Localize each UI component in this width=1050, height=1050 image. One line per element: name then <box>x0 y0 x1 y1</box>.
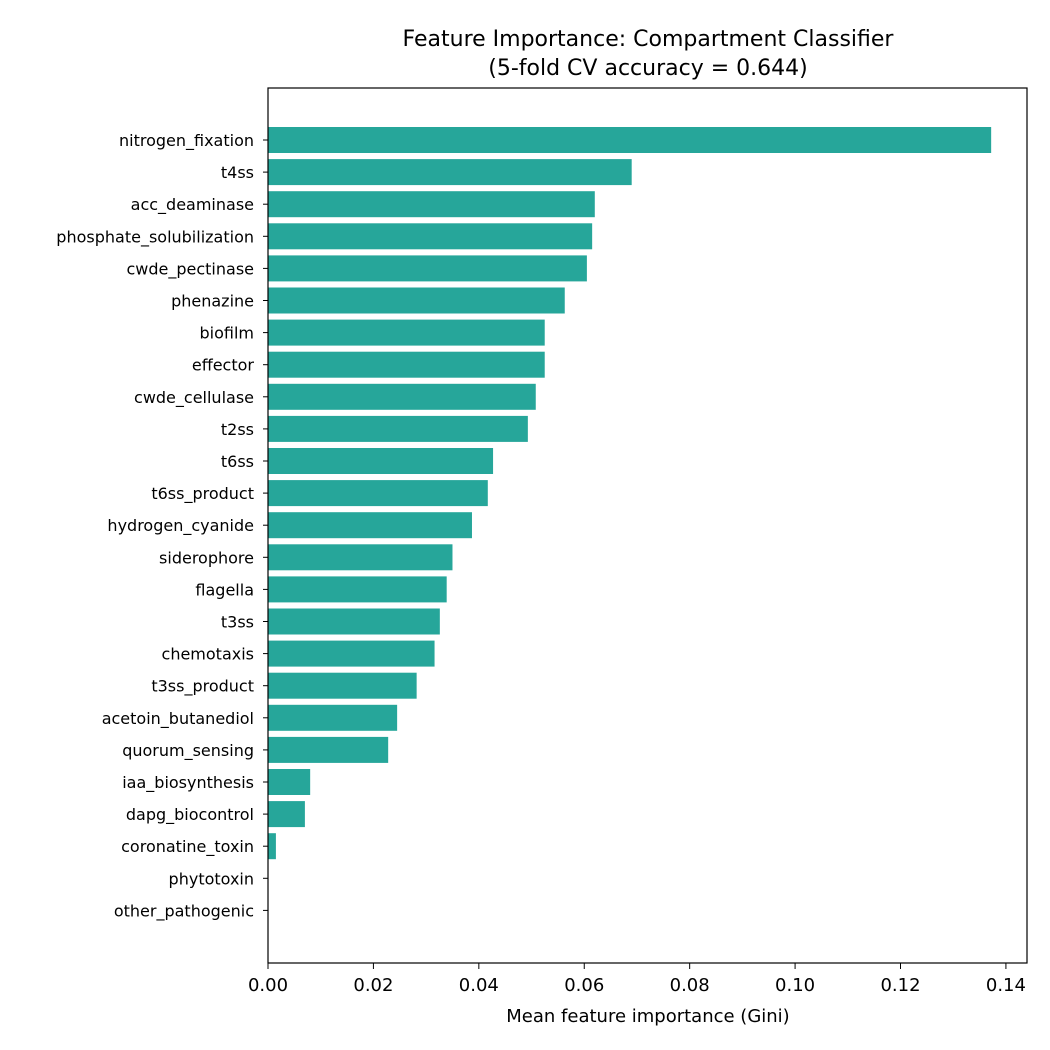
y-tick-label: dapg_biocontrol <box>126 805 254 825</box>
x-tick-label: 0.12 <box>880 975 920 996</box>
y-tick-label: chemotaxis <box>162 645 254 664</box>
bar-t3ss <box>268 609 440 635</box>
y-tick-label: phosphate_solubilization <box>56 227 254 247</box>
bar-quorum-sensing <box>268 737 388 763</box>
bar-acetoin-butanediol <box>268 705 397 731</box>
bar-chemotaxis <box>268 641 435 667</box>
chart-subtitle: (5-fold CV accuracy = 0.644) <box>488 56 807 81</box>
bar-dapg-biocontrol <box>268 801 305 827</box>
y-tick-label: coronatine_toxin <box>121 837 254 857</box>
y-tick-label: hydrogen_cyanide <box>107 516 254 536</box>
bar-iaa-biosynthesis <box>268 769 310 795</box>
y-tick-label: t6ss_product <box>151 484 254 504</box>
y-tick-label: siderophore <box>159 548 254 567</box>
bar-cwde-cellulase <box>268 384 536 410</box>
y-tick-label: quorum_sensing <box>122 741 254 761</box>
bar-t2ss <box>268 416 528 442</box>
y-tick-label: other_pathogenic <box>114 901 254 921</box>
bar-t6ss <box>268 448 493 474</box>
x-tick-label: 0.10 <box>775 975 815 996</box>
y-tick-label: cwde_pectinase <box>126 259 254 279</box>
x-tick-label: 0.14 <box>986 975 1026 996</box>
bar-hydrogen-cyanide <box>268 512 472 538</box>
y-tick-label: biofilm <box>200 324 255 343</box>
bar-effector <box>268 352 545 378</box>
y-tick-labels: nitrogen_fixation t4ss acc_deaminasephosph… <box>56 131 268 921</box>
bar-t4ss <box>268 159 632 185</box>
bars-group <box>268 127 991 859</box>
y-tick-label: phenazine <box>171 292 254 311</box>
y-tick-label: acc_deaminase <box>131 195 254 215</box>
y-tick-label: phytotoxin <box>169 869 254 888</box>
bar-acc-deaminase <box>268 191 595 217</box>
x-ticks: 0.00 0.02 0.04 0.06 0.08 0.10 0.12 0.14 <box>248 963 1026 996</box>
y-tick-label: nitrogen_fixation <box>119 131 254 151</box>
bar-siderophore <box>268 544 452 570</box>
x-axis-label: Mean feature importance (Gini) <box>506 1006 789 1027</box>
x-tick-label: 0.06 <box>564 975 604 996</box>
bar-coronatine-toxin <box>268 833 276 859</box>
y-tick-label: cwde_cellulase <box>134 388 254 408</box>
x-tick-label: 0.04 <box>459 975 499 996</box>
bar-phosphate-solubilization <box>268 223 592 249</box>
bar-phenazine <box>268 288 565 314</box>
bar-t6ss-product <box>268 480 488 506</box>
y-tick-label: effector <box>192 356 255 375</box>
y-tick-label: flagella <box>195 580 254 599</box>
chart-title: Feature Importance: Compartment Classifi… <box>403 27 895 52</box>
y-tick-label: t4ss <box>221 163 254 182</box>
bar-flagella <box>268 576 447 602</box>
y-tick-label: t6ss <box>221 452 254 471</box>
y-tick-label: t3ss_product <box>151 677 254 697</box>
y-tick-label: iaa_biosynthesis <box>122 773 254 793</box>
y-tick-label: t2ss <box>221 420 254 439</box>
x-tick-label: 0.08 <box>670 975 710 996</box>
bar-t3ss-product <box>268 673 417 699</box>
bar-cwde-pectinase <box>268 255 587 281</box>
y-tick-label: acetoin_butanediol <box>102 709 254 729</box>
x-tick-label: 0.00 <box>248 975 288 996</box>
y-tick-label: t3ss <box>221 613 254 632</box>
x-tick-label: 0.02 <box>353 975 393 996</box>
bar-nitrogen-fixation <box>268 127 991 153</box>
bar-biofilm <box>268 320 545 346</box>
